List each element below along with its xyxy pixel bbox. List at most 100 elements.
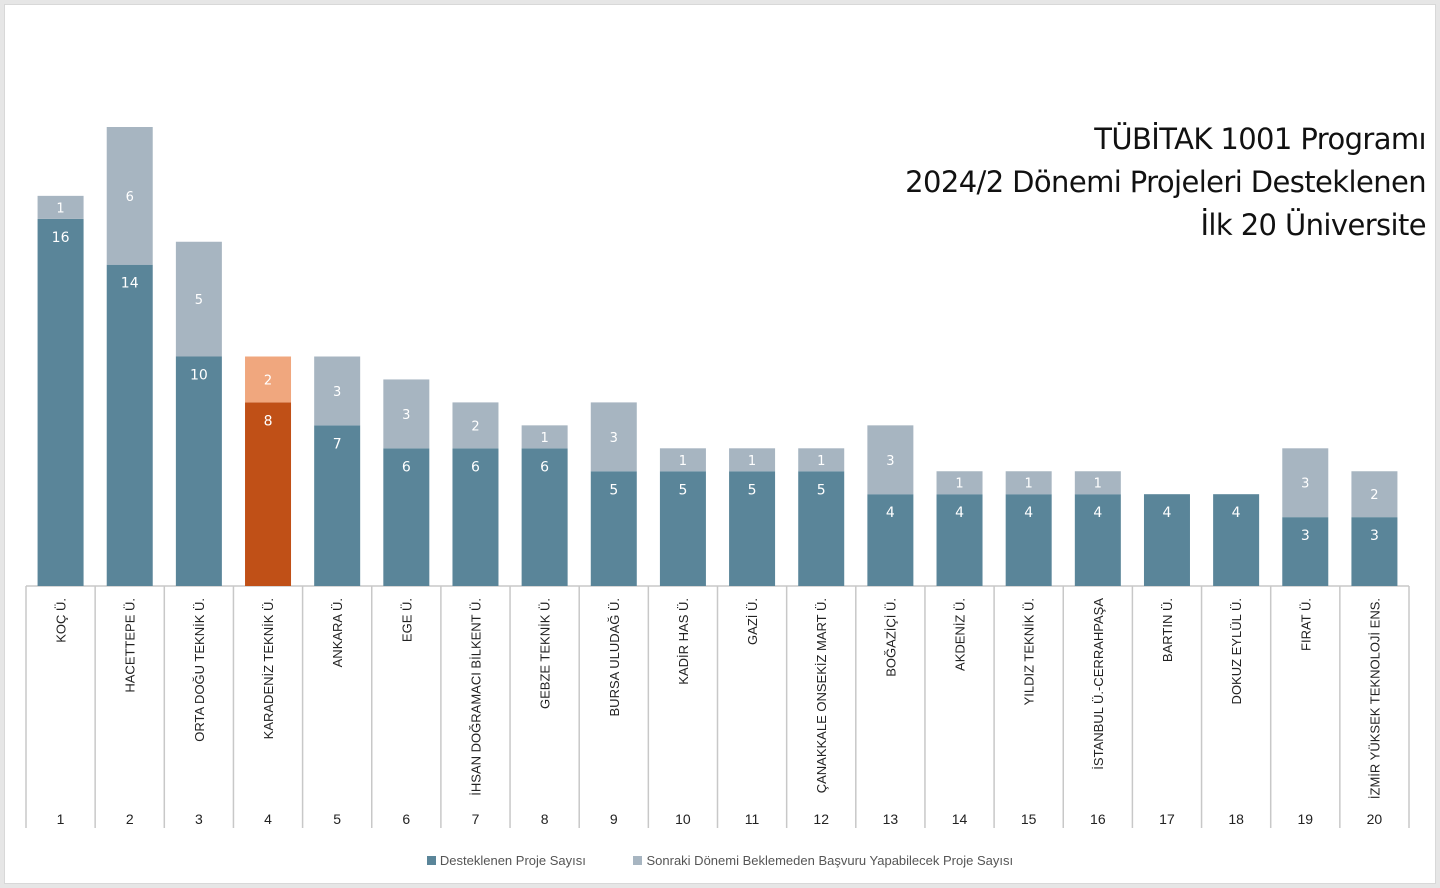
bar-supported <box>867 494 914 586</box>
data-label-supported: 5 <box>609 482 618 498</box>
bar-can-apply <box>867 425 914 495</box>
bar-supported <box>729 471 776 586</box>
category-label: EGE Ü. <box>399 598 414 642</box>
rank-label: 6 <box>402 811 410 827</box>
bar-supported <box>175 356 222 586</box>
category-label: KOÇ Ü. <box>54 598 69 643</box>
bar-supported <box>245 402 292 586</box>
bar-supported <box>1282 517 1329 586</box>
bar-supported <box>1143 494 1190 586</box>
chart-frame <box>4 4 1436 884</box>
data-label-supported: 8 <box>264 413 273 429</box>
data-label-can-apply: 1 <box>817 454 825 469</box>
rank-label: 12 <box>813 811 829 827</box>
data-label-supported: 5 <box>817 482 826 498</box>
rank-label: 9 <box>610 811 618 827</box>
data-label-supported: 5 <box>678 482 687 498</box>
bar-supported <box>590 471 637 586</box>
bar-can-apply <box>175 241 222 357</box>
category-label: AKDENİZ Ü. <box>953 598 968 671</box>
legend-label-supported: Desteklenen Proje Sayısı <box>439 853 586 868</box>
category-label: HACETTEPE Ü. <box>123 598 138 693</box>
category-label: KADİR HAS Ü. <box>676 598 691 685</box>
data-label-supported: 4 <box>1093 505 1102 521</box>
data-label-supported: 4 <box>1232 505 1241 521</box>
data-label-can-apply: 1 <box>1094 477 1102 492</box>
data-label-can-apply: 1 <box>56 201 64 216</box>
category-label: GEBZE TEKNİK Ü. <box>538 598 553 709</box>
bar-can-apply <box>106 127 153 265</box>
legend-item-can-apply: Sonraki Dönemi Beklemeden Başvuru Yapabi… <box>633 853 1013 868</box>
data-label-can-apply: 2 <box>264 373 272 388</box>
chart-title: TÜBİTAK 1001 Programı 2024/2 Dönemi Proj… <box>905 118 1426 247</box>
data-label-supported: 16 <box>52 230 70 246</box>
category-label: FIRAT Ü. <box>1298 598 1313 651</box>
data-label-can-apply: 6 <box>126 190 134 205</box>
bar-supported <box>37 218 84 587</box>
category-label: İHSAN DOĞRAMACI BİLKENT Ü. <box>468 598 483 796</box>
legend-swatch-supported <box>426 856 436 865</box>
data-label-supported: 6 <box>471 459 480 475</box>
data-label-supported: 4 <box>1163 505 1172 521</box>
data-label-can-apply: 3 <box>333 385 341 400</box>
rank-label: 13 <box>883 811 899 827</box>
data-label-supported: 7 <box>333 436 342 452</box>
data-label-can-apply: 3 <box>610 431 618 446</box>
data-label-supported: 6 <box>402 459 411 475</box>
rank-label: 20 <box>1367 811 1383 827</box>
rank-label: 16 <box>1090 811 1106 827</box>
bar-supported <box>314 425 361 586</box>
data-label-can-apply: 2 <box>471 419 479 434</box>
bar-can-apply <box>1005 471 1052 495</box>
bar-supported <box>106 264 153 586</box>
bar-supported <box>798 471 845 586</box>
legend-swatch-can-apply <box>633 856 643 865</box>
data-label-supported: 4 <box>955 505 964 521</box>
rank-label: 18 <box>1228 811 1244 827</box>
rank-label: 5 <box>333 811 341 827</box>
category-label: BARTIN Ü. <box>1160 598 1175 662</box>
legend-label-can-apply: Sonraki Dönemi Beklemeden Başvuru Yapabi… <box>646 853 1014 868</box>
data-label-supported: 4 <box>886 505 895 521</box>
data-label-can-apply: 1 <box>955 477 963 492</box>
bar-supported <box>659 471 706 586</box>
category-label: ORTA DOĞU TEKNİK Ü. <box>192 598 207 742</box>
rank-label: 15 <box>1021 811 1037 827</box>
data-label-supported: 3 <box>1370 528 1379 544</box>
data-label-supported: 14 <box>121 276 139 292</box>
bar-supported <box>1351 517 1398 586</box>
rank-label: 11 <box>745 811 760 827</box>
title-line-2: 2024/2 Dönemi Projeleri Desteklenen <box>905 165 1426 199</box>
data-label-can-apply: 2 <box>1370 488 1378 503</box>
rank-label: 10 <box>675 811 691 827</box>
data-label-supported: 3 <box>1301 528 1310 544</box>
rank-label: 14 <box>952 811 968 827</box>
bar-supported <box>383 448 430 586</box>
data-label-supported: 5 <box>748 482 757 498</box>
bar-can-apply <box>936 471 983 495</box>
category-label: KARADENİZ TEKNİK Ü. <box>261 598 276 739</box>
rank-label: 1 <box>57 811 65 827</box>
title-line-1: TÜBİTAK 1001 Programı <box>1094 122 1426 156</box>
legend-item-supported: Desteklenen Proje Sayısı <box>426 853 586 868</box>
category-label: DOKUZ EYLÜL Ü. <box>1229 598 1244 704</box>
bar-can-apply <box>659 448 706 472</box>
bar-can-apply <box>37 195 84 219</box>
bar-supported <box>936 494 983 586</box>
category-label: ÇANAKKALE ONSEKİZ MART Ü. <box>814 598 829 793</box>
data-label-supported: 10 <box>190 368 208 384</box>
bar-can-apply <box>452 402 499 449</box>
rank-label: 3 <box>195 811 203 827</box>
category-label: İZMİR YÜKSEK TEKNOLOJİ ENS. <box>1367 598 1382 799</box>
category-label: YILDIZ TEKNİK Ü. <box>1022 598 1037 705</box>
bar-supported <box>1213 494 1260 586</box>
rank-label: 17 <box>1159 811 1175 827</box>
data-label-can-apply: 5 <box>195 293 203 308</box>
bar-can-apply <box>1074 471 1121 495</box>
bar-supported <box>1074 494 1121 586</box>
title-line-3: İlk 20 Üniversite <box>1200 208 1426 242</box>
bar-can-apply <box>729 448 776 472</box>
rank-label: 2 <box>126 811 134 827</box>
bar-can-apply <box>1351 471 1398 518</box>
